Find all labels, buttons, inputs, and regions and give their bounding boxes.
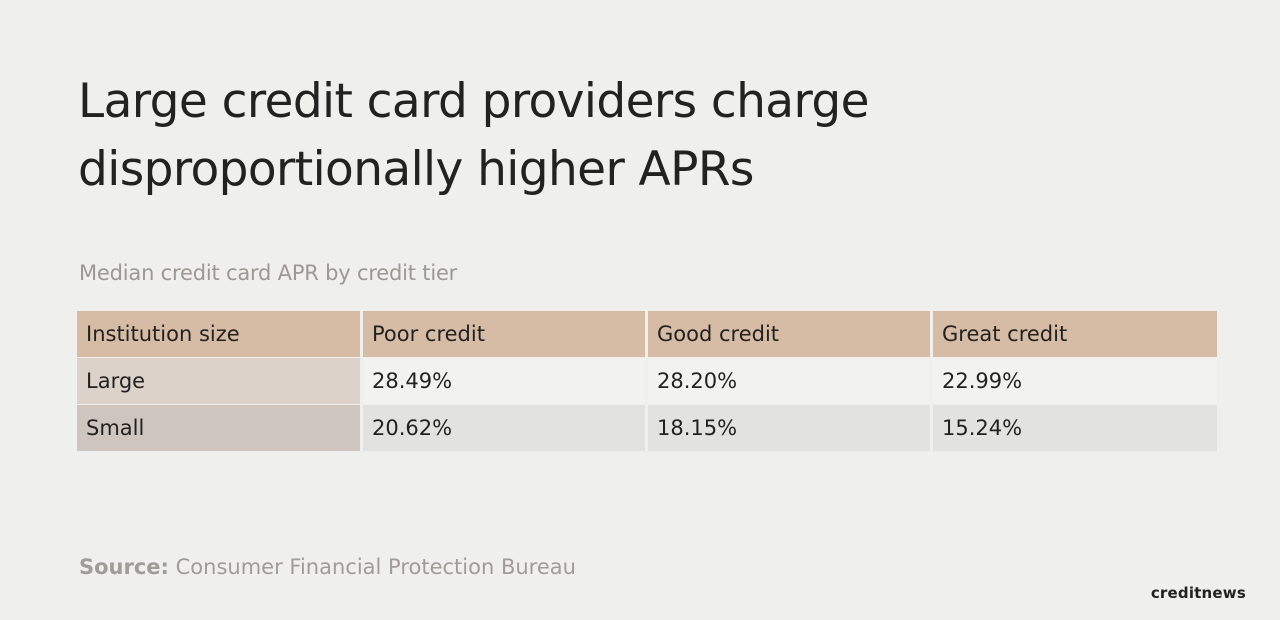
source-text: Consumer Financial Protection Bureau	[175, 555, 576, 579]
row-label-small: Small	[77, 405, 360, 452]
page-title: Large credit card providers charge dispr…	[78, 74, 870, 197]
cell-large-great: 22.99%	[933, 358, 1217, 405]
source-label: Source:	[79, 555, 169, 579]
table-row: Large 28.49% 28.20% 22.99%	[77, 358, 1217, 405]
chart-subtitle: Median credit card APR by credit tier	[79, 261, 458, 285]
cell-large-good: 28.20%	[648, 358, 930, 405]
cell-small-good: 18.15%	[648, 405, 930, 452]
source-note: Source: Consumer Financial Protection Bu…	[79, 553, 576, 581]
cell-large-poor: 28.49%	[363, 358, 645, 405]
table-header-row: Institution size Poor credit Good credit…	[77, 311, 1217, 358]
table-row: Small 20.62% 18.15% 15.24%	[77, 405, 1217, 452]
brand-logo: creditnews	[1150, 584, 1246, 602]
cell-small-poor: 20.62%	[363, 405, 645, 452]
row-label-large: Large	[77, 358, 360, 405]
column-header-great-credit: Great credit	[933, 311, 1217, 358]
column-header-poor-credit: Poor credit	[363, 311, 645, 358]
apr-table: Institution size Poor credit Good credit…	[74, 311, 1220, 452]
column-header-institution-size: Institution size	[77, 311, 360, 358]
column-header-good-credit: Good credit	[648, 311, 930, 358]
cell-small-great: 15.24%	[933, 405, 1217, 452]
